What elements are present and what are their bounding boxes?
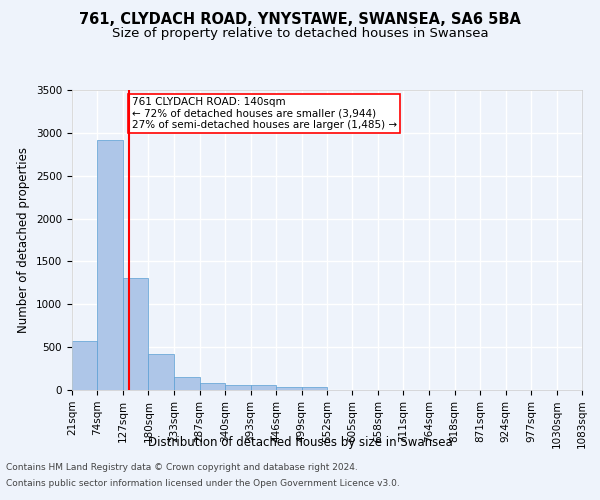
Bar	[200, 383, 225, 390]
Y-axis label: Number of detached properties: Number of detached properties	[17, 147, 31, 333]
Text: 761 CLYDACH ROAD: 140sqm
← 72% of detached houses are smaller (3,944)
27% of sem: 761 CLYDACH ROAD: 140sqm ← 72% of detach…	[131, 97, 397, 130]
Text: Contains public sector information licensed under the Open Government Licence v3: Contains public sector information licen…	[6, 478, 400, 488]
Bar	[148, 354, 174, 390]
Text: Contains HM Land Registry data © Crown copyright and database right 2024.: Contains HM Land Registry data © Crown c…	[6, 464, 358, 472]
Text: 761, CLYDACH ROAD, YNYSTAWE, SWANSEA, SA6 5BA: 761, CLYDACH ROAD, YNYSTAWE, SWANSEA, SA…	[79, 12, 521, 28]
Bar	[251, 386, 276, 390]
Bar	[97, 140, 123, 390]
Bar	[225, 385, 251, 390]
Text: Size of property relative to detached houses in Swansea: Size of property relative to detached ho…	[112, 28, 488, 40]
Text: Distribution of detached houses by size in Swansea: Distribution of detached houses by size …	[148, 436, 452, 449]
Bar	[276, 386, 302, 390]
Bar	[174, 376, 200, 390]
Bar	[72, 340, 97, 390]
Bar	[123, 278, 148, 390]
Bar	[302, 387, 327, 390]
